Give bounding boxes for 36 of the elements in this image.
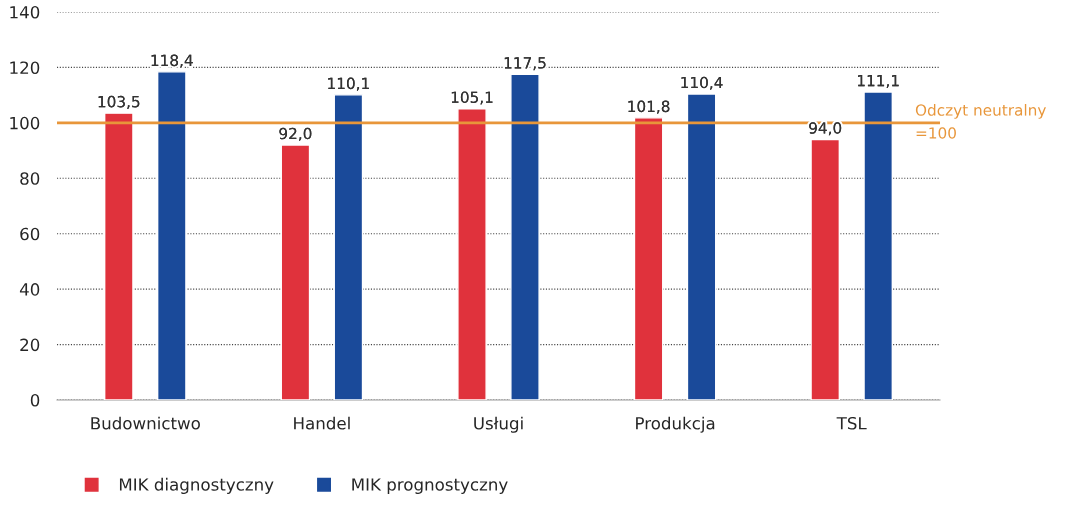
bar [633, 117, 664, 400]
bar [280, 144, 311, 400]
bar [457, 108, 487, 400]
data-label: 110,4 [681, 76, 723, 90]
data-label: 117,5 [504, 57, 546, 71]
bar [686, 93, 717, 400]
y-tick-label: 20 [20, 338, 40, 352]
y-tick-label: 100 [10, 116, 40, 130]
data-label: 92,0 [279, 127, 312, 141]
data-label: 118,4 [151, 54, 193, 68]
bar [333, 94, 364, 400]
bar [510, 73, 540, 400]
x-tick-label: Usługi [474, 416, 523, 433]
y-tick-label: 0 [30, 393, 40, 407]
legend-label: MIK diagnostyczny [119, 477, 274, 494]
y-tick-label: 80 [20, 172, 40, 185]
x-tick-label: Produkcja [636, 416, 715, 433]
data-label: 103,5 [98, 95, 140, 109]
bar [810, 138, 841, 400]
y-tick-label: 40 [19, 283, 40, 296]
data-label: 105,1 [451, 91, 493, 105]
x-tick-label: Handel [294, 416, 350, 430]
y-tick-label: 120 [10, 61, 40, 74]
data-label: 94,0 [809, 122, 842, 136]
legend-label: MIK prognostyczny [352, 478, 508, 494]
x-tick-label: Budownictwo [91, 416, 200, 430]
ref-line-label: Odczyt neutralny =100 [915, 104, 1046, 139]
data-label: 101,8 [628, 100, 670, 114]
y-tick-label: 60 [20, 227, 40, 241]
bar [103, 112, 134, 400]
data-label: 111,1 [858, 75, 899, 88]
data-label: 110,1 [328, 77, 369, 91]
bar [863, 91, 894, 400]
y-tick-label: 140 [10, 5, 40, 19]
x-tick-label: TSL [836, 416, 867, 430]
bar [156, 71, 187, 400]
